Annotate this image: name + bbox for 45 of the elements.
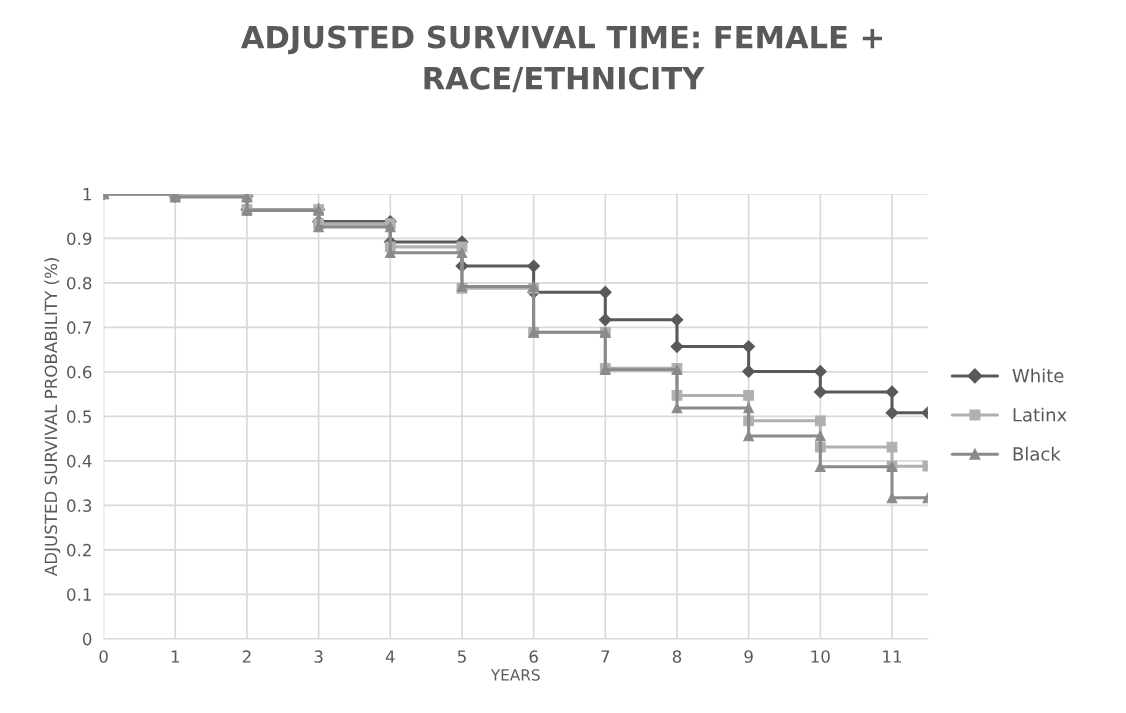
x-tick-label: 0 (99, 650, 108, 663)
y-tick-label: 0 (82, 632, 92, 646)
y-axis-title: ADJUSTED SURVIVAL PROBABILITY (%) (44, 258, 61, 577)
legend-label: Black (1013, 446, 1061, 461)
point (743, 402, 755, 414)
legend-label: White (1012, 368, 1064, 383)
x-axis-title: YEARS (490, 669, 540, 681)
legend-label: Latinx (1013, 407, 1067, 422)
x-tick-label: 7 (601, 650, 610, 663)
point (814, 415, 826, 427)
point (742, 340, 756, 353)
x-tick-label: 6 (529, 650, 538, 663)
y-tick-label: 0.6 (67, 365, 92, 379)
point (598, 285, 612, 299)
point (814, 430, 826, 442)
x-tick-label: 2 (242, 650, 251, 663)
x-tick-label: 1 (171, 650, 180, 663)
point (743, 390, 755, 401)
chart-title: ADJUSTED SURVIVAL TIME: FEMALE + RACE/ETHNICITY (240, 25, 882, 93)
point (670, 340, 684, 353)
y-tick-label: 1 (83, 188, 91, 201)
point (813, 385, 827, 399)
point (670, 313, 684, 327)
x-tick-label: 5 (457, 650, 466, 663)
point (742, 365, 756, 378)
y-tick-label: 0.8 (67, 276, 92, 290)
point (527, 259, 541, 273)
point (598, 313, 612, 327)
x-tick-label: 8 (672, 650, 682, 663)
x-tick-label: 3 (314, 650, 323, 663)
y-tick-label: 0.2 (67, 543, 91, 557)
y-tick-label: 0.5 (67, 410, 92, 423)
y-tick-label: 0.7 (67, 321, 92, 334)
x-tick-label: 4 (385, 650, 395, 663)
y-tick-label: 0.3 (67, 499, 92, 512)
y-tick-label: 0.1 (67, 588, 91, 601)
y-tick-label: 0.4 (67, 454, 92, 468)
point (813, 365, 827, 378)
point (885, 385, 899, 399)
x-tick-label: 10 (811, 650, 830, 663)
x-tick-label: 11 (883, 650, 902, 663)
point (456, 247, 468, 259)
point (885, 406, 899, 420)
y-tick-label: 0.9 (67, 232, 92, 245)
x-tick-label: 9 (744, 650, 753, 663)
